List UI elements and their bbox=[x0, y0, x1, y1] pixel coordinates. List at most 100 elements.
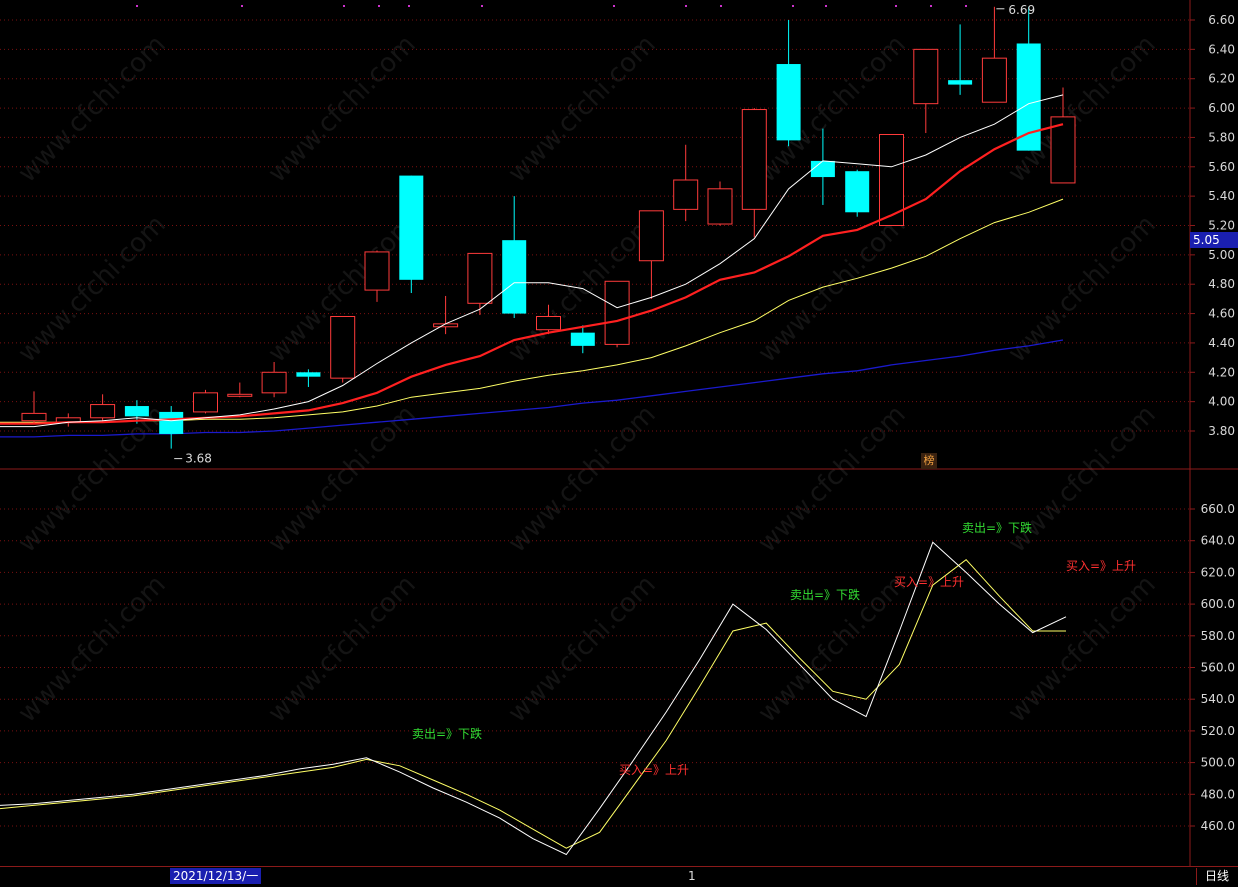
top-marker-dot bbox=[343, 5, 345, 7]
top-marker-dot bbox=[930, 5, 932, 7]
candle-body bbox=[1050, 116, 1076, 184]
page-number: 1 bbox=[688, 869, 696, 883]
indicator-tick-label: 540.0 bbox=[1201, 692, 1235, 706]
top-marker-dot bbox=[965, 5, 967, 7]
top-marker-dot bbox=[378, 5, 380, 7]
top-marker-dot bbox=[720, 5, 722, 7]
watermark-text: www.cfchi.com bbox=[503, 570, 662, 729]
candle-body bbox=[502, 240, 527, 314]
low-marker-label: 3.68 bbox=[185, 452, 212, 466]
candle-body bbox=[741, 109, 767, 210]
indicator-line-b bbox=[0, 559, 1066, 849]
candle-body bbox=[467, 252, 493, 304]
price-tick-label: 4.60 bbox=[1208, 307, 1235, 321]
candle-body bbox=[227, 393, 253, 397]
candle-body bbox=[673, 179, 699, 210]
price-tick-label: 5.60 bbox=[1208, 160, 1235, 174]
watermark-text: www.cfchi.com bbox=[263, 30, 422, 189]
ma5-line bbox=[0, 94, 1064, 428]
price-tick-label: 6.00 bbox=[1208, 101, 1235, 115]
candle-body bbox=[330, 316, 356, 379]
top-marker-dot bbox=[685, 5, 687, 7]
watermark-text: www.cfchi.com bbox=[753, 400, 912, 559]
indicator-line-a bbox=[0, 541, 1067, 856]
price-tick-label: 5.20 bbox=[1208, 219, 1235, 233]
signal-label-sell: 卖出=》下跌 bbox=[962, 520, 1032, 535]
top-marker-dot bbox=[136, 5, 138, 7]
candle-body bbox=[399, 175, 424, 280]
indicator-tick-label: 580.0 bbox=[1201, 629, 1235, 643]
price-tick-label: 3.80 bbox=[1208, 424, 1235, 438]
watermark-text: www.cfchi.com bbox=[1003, 210, 1162, 369]
indicator-tick-label: 640.0 bbox=[1201, 534, 1235, 548]
candle-body bbox=[570, 332, 595, 346]
candle-body bbox=[913, 48, 939, 105]
price-tick-label: 4.80 bbox=[1208, 277, 1235, 291]
watermark-text: www.cfchi.com bbox=[13, 570, 172, 729]
top-marker-dot bbox=[613, 5, 615, 7]
candle-body bbox=[1016, 43, 1041, 151]
price-tick-label: 4.00 bbox=[1208, 395, 1235, 409]
top-marker-dot bbox=[825, 5, 827, 7]
signal-label-buy: 买入=》上升 bbox=[619, 763, 689, 777]
price-tick-label: 5.40 bbox=[1208, 189, 1235, 203]
candle-body bbox=[948, 80, 973, 85]
price-tick-label: 6.20 bbox=[1208, 72, 1235, 86]
price-tick-label: 5.80 bbox=[1208, 130, 1235, 144]
candle-body bbox=[261, 371, 287, 394]
candle-body bbox=[638, 210, 664, 262]
candle-body bbox=[364, 251, 390, 291]
candle-body bbox=[90, 404, 116, 419]
candle-body bbox=[124, 406, 149, 417]
top-marker-dot bbox=[895, 5, 897, 7]
signal-label-sell: 卖出=》下跌 bbox=[412, 726, 482, 741]
top-marker-dot bbox=[481, 5, 483, 7]
price-tick-label: 5.00 bbox=[1208, 248, 1235, 262]
candle-body bbox=[21, 412, 47, 422]
top-marker-dot bbox=[241, 5, 243, 7]
indicator-tick-label: 520.0 bbox=[1201, 724, 1235, 738]
indicator-tick-label: 600.0 bbox=[1201, 597, 1235, 611]
indicator-tick-label: 620.0 bbox=[1201, 565, 1235, 579]
signal-label-sell: 卖出=》下跌 bbox=[790, 587, 860, 602]
candle-body bbox=[707, 188, 733, 225]
indicator-tick-label: 500.0 bbox=[1201, 756, 1235, 770]
watermark-text: www.cfchi.com bbox=[13, 30, 172, 189]
cursor-date-label: 2021/12/13/一 bbox=[170, 868, 262, 884]
high-marker-label: 6.69 bbox=[1008, 3, 1035, 17]
candle-body bbox=[296, 372, 321, 377]
top-marker-dot bbox=[408, 5, 410, 7]
watermark-text: www.cfchi.com bbox=[1003, 570, 1162, 729]
indicator-tick-label: 460.0 bbox=[1201, 819, 1235, 833]
period-selector[interactable]: 日线 bbox=[1196, 868, 1238, 885]
watermark-text: www.cfchi.com bbox=[503, 400, 662, 559]
candle-body bbox=[845, 171, 870, 213]
current-price-badge: 5.05 bbox=[1190, 232, 1238, 248]
candle-body bbox=[604, 280, 630, 345]
signal-label-buy: 买入=》上升 bbox=[1066, 559, 1136, 573]
signal-label-buy: 买入=》上升 bbox=[894, 575, 964, 589]
candle-body bbox=[536, 316, 561, 331]
candle-body bbox=[981, 57, 1007, 103]
price-tick-label: 6.40 bbox=[1208, 42, 1235, 56]
top-marker-dot bbox=[792, 5, 794, 7]
bang-icon[interactable]: 榜 bbox=[921, 453, 937, 469]
indicator-tick-label: 560.0 bbox=[1201, 661, 1235, 675]
price-tick-label: 4.40 bbox=[1208, 336, 1235, 350]
candle-body bbox=[159, 411, 184, 434]
bottom-status-bar: 2021/12/13/一 1 日线 bbox=[0, 866, 1238, 887]
candle-body bbox=[776, 64, 801, 141]
candle-body bbox=[193, 392, 218, 413]
watermark-text: www.cfchi.com bbox=[263, 570, 422, 729]
indicator-tick-label: 480.0 bbox=[1201, 787, 1235, 801]
watermark-text: www.cfchi.com bbox=[503, 30, 662, 189]
price-tick-label: 6.60 bbox=[1208, 13, 1235, 27]
indicator-tick-label: 660.0 bbox=[1201, 502, 1235, 516]
ma10-line bbox=[0, 123, 1064, 425]
watermark-text: www.cfchi.com bbox=[263, 400, 422, 559]
price-tick-label: 4.20 bbox=[1208, 365, 1235, 379]
watermark-text: www.cfchi.com bbox=[13, 210, 172, 369]
candle-body bbox=[810, 160, 835, 178]
